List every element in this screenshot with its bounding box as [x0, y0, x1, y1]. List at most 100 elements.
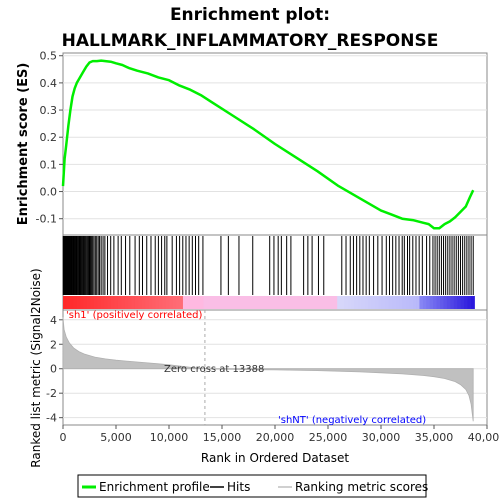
rank-bar-segment [433, 296, 438, 309]
rank-bar-segment [460, 296, 465, 309]
rank-bar-segment [398, 296, 403, 309]
rank-bar-segment [203, 296, 208, 309]
metric-ytick-label: -2 [46, 387, 57, 400]
x-tick-label: 40,000 [468, 431, 500, 444]
rank-bar-segment [138, 296, 143, 309]
rank-bar-segment [320, 296, 325, 309]
rank-bar-segment [230, 296, 235, 309]
rank-bar-segment [309, 296, 314, 309]
x-tick-label: 5,000 [100, 431, 132, 444]
rank-bar-segment [172, 296, 177, 309]
rank-bar-segment [186, 296, 191, 309]
rank-bar-segment [165, 296, 170, 309]
es-ytick-label: 0.4 [40, 77, 58, 90]
rank-bar-segment [381, 296, 386, 309]
rank-bar-segment [182, 296, 187, 309]
rank-bar-segment [440, 296, 445, 309]
rank-bar-segment [392, 296, 397, 309]
rank-bar-segment [450, 296, 455, 309]
rank-bar-segment [251, 296, 256, 309]
x-tick-label: 15,000 [203, 431, 242, 444]
rank-bar-segment [196, 296, 201, 309]
rank-bar-segment [169, 296, 174, 309]
zero-cross-label: Zero cross at 13388 [164, 364, 264, 375]
x-tick-label: 10,000 [150, 431, 189, 444]
rank-bar-segment [463, 296, 469, 309]
rank-bar-segment [350, 296, 355, 309]
rank-bar-segment [131, 296, 136, 309]
rank-bar-segment [189, 296, 194, 309]
es-y-axis: -0.1 0.0 0.1 0.2 0.3 0.4 0.5 [36, 50, 63, 226]
rank-bar-segment [282, 296, 287, 309]
rank-bar-segment [385, 296, 390, 309]
rank-bar-segment [419, 296, 424, 309]
rank-bar-segment [155, 296, 160, 309]
es-ytick-label: 0.2 [40, 131, 58, 144]
legend-label-enrichment: Enrichment profile [99, 480, 210, 494]
rank-bar-segment [436, 296, 441, 309]
rank-bar-segment [416, 296, 421, 309]
legend-label-metric: Ranking metric scores [295, 480, 428, 494]
metric-ylabel: Ranked list metric (Signal2Noise) [29, 268, 43, 467]
rank-bar-segment [368, 296, 373, 309]
rank-bar-segment [234, 296, 239, 309]
es-ytick-label: 0.1 [40, 158, 58, 171]
rank-bar-segment [110, 296, 116, 309]
metric-ytick-label: 4 [50, 314, 57, 327]
hits-group [62, 236, 474, 295]
rank-bar-segment [141, 296, 146, 309]
rank-bar-segment [244, 296, 249, 309]
pos-correlated-label: 'sh1' (positively correlated) [66, 310, 203, 321]
rank-bar-segment [340, 296, 345, 309]
rank-bar-segment [337, 296, 342, 309]
rank-bar-segment [272, 296, 277, 309]
es-grid [63, 55, 487, 220]
rank-bar-segment [453, 296, 458, 309]
rank-bar-segment [357, 296, 362, 309]
rank-bar-segment [412, 296, 417, 309]
rank-bar-segment [121, 296, 126, 309]
rank-bar-segment [193, 296, 198, 309]
rank-bar-segment [254, 296, 259, 309]
x-tick-label: 0 [60, 431, 67, 444]
rank-bar-segment [104, 296, 109, 309]
rank-bar-segment [306, 296, 311, 309]
rank-bar-segment [299, 296, 304, 309]
rank-bar-segment [114, 296, 119, 309]
rank-bar-segment [107, 296, 112, 309]
rank-bar-segment [395, 296, 400, 309]
rank-bar-segment [86, 296, 92, 309]
rank-bar-segment [378, 296, 383, 309]
rank-bar-segment [117, 296, 122, 309]
metric-area-group [62, 310, 474, 425]
rank-bar-segment [289, 296, 294, 309]
xlabel: Rank in Ordered Dataset [201, 451, 349, 465]
rank-bar-segment [258, 296, 263, 309]
x-tick-label: 30,000 [362, 431, 401, 444]
rank-bar-segment [66, 296, 71, 309]
rank-bar-segment [93, 296, 98, 309]
rank-bar-segment [422, 296, 427, 309]
es-ytick-label: 0.3 [40, 104, 58, 117]
rank-bar-segment [237, 296, 242, 309]
rank-bar-segment [213, 296, 218, 309]
metric-area [62, 317, 474, 422]
rank-bar-segment [409, 296, 414, 309]
rank-color-bar [63, 296, 475, 309]
rank-bar-segment [402, 296, 407, 309]
rank-bar-segment [148, 296, 153, 309]
rank-bar-segment [457, 296, 462, 309]
rank-bar-segment [330, 296, 335, 309]
metric-ytick-label: 2 [50, 338, 57, 351]
rank-bar-segment [176, 296, 181, 309]
rank-bar-segment [162, 296, 167, 309]
rank-bar-segment [344, 296, 349, 309]
rank-bar-segment [326, 296, 331, 309]
rank-bar-segment [220, 296, 225, 309]
rank-bar-segment [227, 296, 232, 309]
rank-bar-segment [426, 296, 431, 309]
rank-bar-segment [405, 296, 410, 309]
rank-bar-segment [206, 296, 211, 309]
rank-bar-segment [347, 296, 352, 309]
